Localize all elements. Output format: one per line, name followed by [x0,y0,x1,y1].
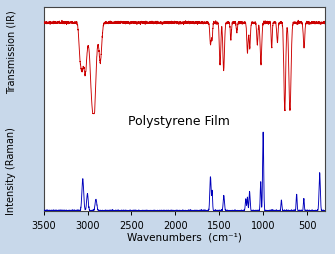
Text: Polystyrene Film: Polystyrene Film [128,115,230,128]
Text: Transmission (IR): Transmission (IR) [6,11,16,94]
Text: Intensity (Raman): Intensity (Raman) [6,126,16,214]
X-axis label: Wavenumbers  (cm⁻¹): Wavenumbers (cm⁻¹) [127,231,242,241]
